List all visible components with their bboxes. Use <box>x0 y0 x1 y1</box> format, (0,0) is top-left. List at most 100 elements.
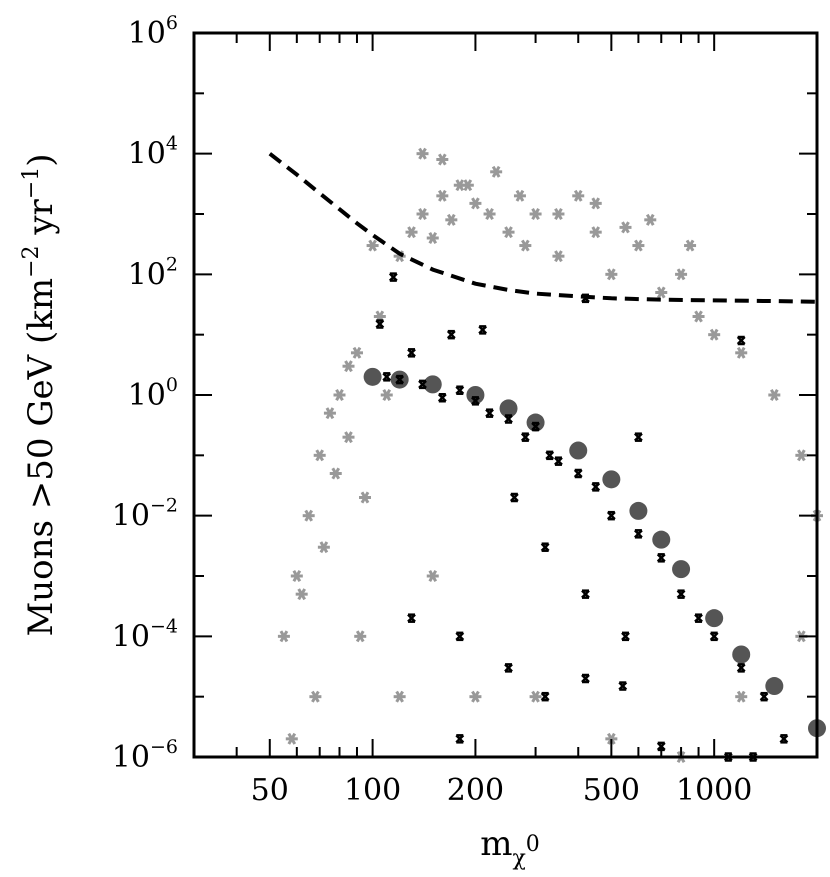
marker-point <box>634 529 643 539</box>
marker-point <box>694 613 703 623</box>
y-tick-labels: 10−6 10−4 10−2 100 102 104 106 <box>112 12 178 775</box>
scatter-point <box>605 268 618 281</box>
scatter-point <box>572 189 585 202</box>
x-tick-label: 50 <box>251 773 289 808</box>
scatter-point <box>469 690 482 703</box>
scatter-point <box>295 588 308 601</box>
scatter-point <box>445 213 458 226</box>
y-tick-label: 100 <box>128 374 178 413</box>
marker-point <box>736 335 746 346</box>
band-point <box>629 501 648 520</box>
scatter-point <box>655 286 668 299</box>
scatter-point <box>333 389 346 401</box>
scatter-point <box>461 179 474 192</box>
scatter-point <box>350 346 363 359</box>
marker-point <box>455 734 465 744</box>
scatter-point <box>605 732 618 745</box>
y-tick-label: 102 <box>128 253 178 292</box>
marker-point <box>382 372 392 382</box>
marker-point <box>736 663 746 673</box>
band-point <box>732 645 751 664</box>
marker-point <box>504 663 513 673</box>
marker-point <box>554 456 563 466</box>
marker-point <box>621 631 630 642</box>
band-point <box>652 530 671 549</box>
marker-point <box>540 542 550 552</box>
scatter-point <box>519 239 532 252</box>
scatter-point <box>644 213 657 226</box>
x-tick-labels: 50 100 200 500 1000 <box>251 773 753 808</box>
band-point <box>705 609 724 628</box>
marker-point <box>418 379 427 390</box>
scatter-point <box>342 431 355 444</box>
marker-point <box>437 393 447 403</box>
marker-point <box>455 385 465 395</box>
limit-curve-series <box>268 152 818 304</box>
marker-point <box>455 631 465 642</box>
scatter-point <box>795 449 808 462</box>
scatter-point <box>317 541 330 554</box>
scatter-point <box>513 189 526 202</box>
scatter-point <box>529 690 542 703</box>
marker-point <box>395 374 405 385</box>
scatter-point <box>277 630 290 643</box>
black-marker-series <box>375 272 789 762</box>
y-tick-label: 104 <box>128 133 178 172</box>
marker-point <box>581 293 590 304</box>
scatter-point <box>354 630 367 643</box>
marker-point <box>478 325 488 335</box>
dark-band-series <box>363 367 826 738</box>
marker-point <box>676 589 686 599</box>
tick-marks <box>193 32 818 758</box>
plot-frame <box>192 31 819 759</box>
band-point <box>765 677 784 696</box>
scatter-point <box>393 690 406 703</box>
scatter-point <box>502 226 515 239</box>
scatter-point <box>436 153 449 166</box>
marker-point <box>407 348 416 358</box>
scatter-point <box>589 226 602 239</box>
y-tick-label: 10−4 <box>112 615 178 654</box>
x-tick-label: 100 <box>344 773 401 808</box>
marker-point <box>573 468 583 479</box>
scatter-point <box>692 310 705 323</box>
marker-point <box>581 673 590 684</box>
scatter-point <box>552 208 565 220</box>
band-point <box>423 375 442 394</box>
scatter-point <box>366 239 379 252</box>
x-tick-label: 1000 <box>676 773 752 808</box>
scatter-point <box>323 407 336 420</box>
marker-point <box>504 414 513 424</box>
scatter-point <box>405 226 418 239</box>
marker-point <box>709 631 719 642</box>
marker-point <box>581 589 590 599</box>
y-tick-label: 10−6 <box>112 736 178 775</box>
scatter-point <box>309 690 322 703</box>
marker-point <box>388 272 398 282</box>
marker-point <box>634 432 643 442</box>
scatter-point <box>342 360 355 373</box>
scatter-point <box>490 165 503 178</box>
scatter-point <box>708 328 721 341</box>
scatter-point <box>684 239 697 252</box>
marker-point <box>656 741 666 752</box>
marker-point <box>446 329 456 340</box>
marker-point <box>591 482 601 492</box>
scatter-point <box>380 389 393 401</box>
marker-point <box>485 408 494 418</box>
marker-point <box>531 421 540 432</box>
y-tick-label: 10−2 <box>112 495 178 534</box>
scatter-point <box>426 232 439 244</box>
scatter-point <box>436 189 449 202</box>
marker-point <box>540 691 550 702</box>
band-point <box>569 441 588 460</box>
limit-curve <box>268 152 818 304</box>
scatter-point <box>529 208 542 220</box>
band-point <box>363 367 382 386</box>
scatter-point <box>285 732 298 745</box>
marker-point <box>509 492 519 503</box>
scatter-point <box>416 208 429 220</box>
marker-point <box>520 432 530 442</box>
marker-point <box>656 553 666 563</box>
scatter-point <box>552 250 565 263</box>
